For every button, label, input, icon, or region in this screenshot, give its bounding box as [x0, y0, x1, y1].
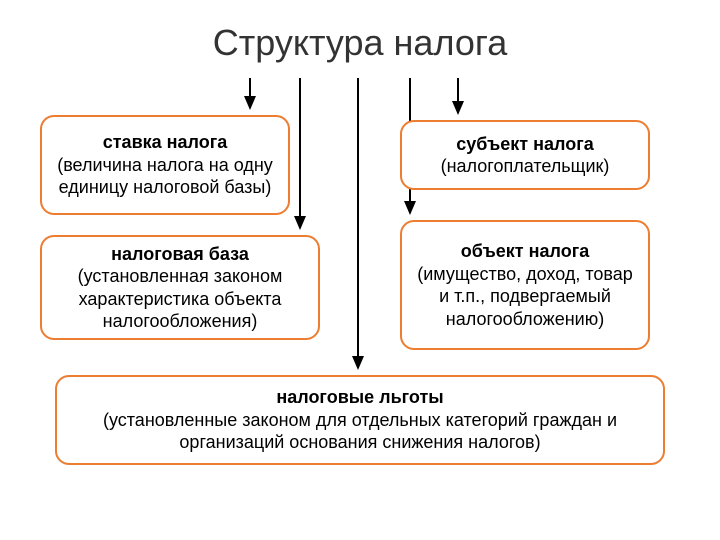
box-title: налоговая база: [111, 243, 249, 266]
box-tax-base: налоговая база (установленная законом ха…: [40, 235, 320, 340]
box-tax-subject: субъект налога (налогоплательщик): [400, 120, 650, 190]
box-tax-object: объект налога (имущество, доход, товар и…: [400, 220, 650, 350]
box-desc: (налогоплательщик): [441, 155, 610, 178]
diagram-title: Структура налога: [0, 22, 720, 64]
box-desc: (установленные законом для отдельных кат…: [65, 409, 655, 454]
box-tax-benefits: налоговые льготы (установленные законом …: [55, 375, 665, 465]
box-desc: (установленная законом характеристика об…: [50, 265, 310, 333]
box-title: налоговые льготы: [276, 386, 443, 409]
box-title: ставка налога: [103, 131, 228, 154]
box-desc: (имущество, доход, товар и т.п., подверг…: [410, 263, 640, 331]
box-tax-rate: ставка налога (величина налога на одну е…: [40, 115, 290, 215]
box-title: субъект налога: [456, 133, 593, 156]
box-desc: (величина налога на одну единицу налогов…: [50, 154, 280, 199]
box-title: объект налога: [461, 240, 589, 263]
